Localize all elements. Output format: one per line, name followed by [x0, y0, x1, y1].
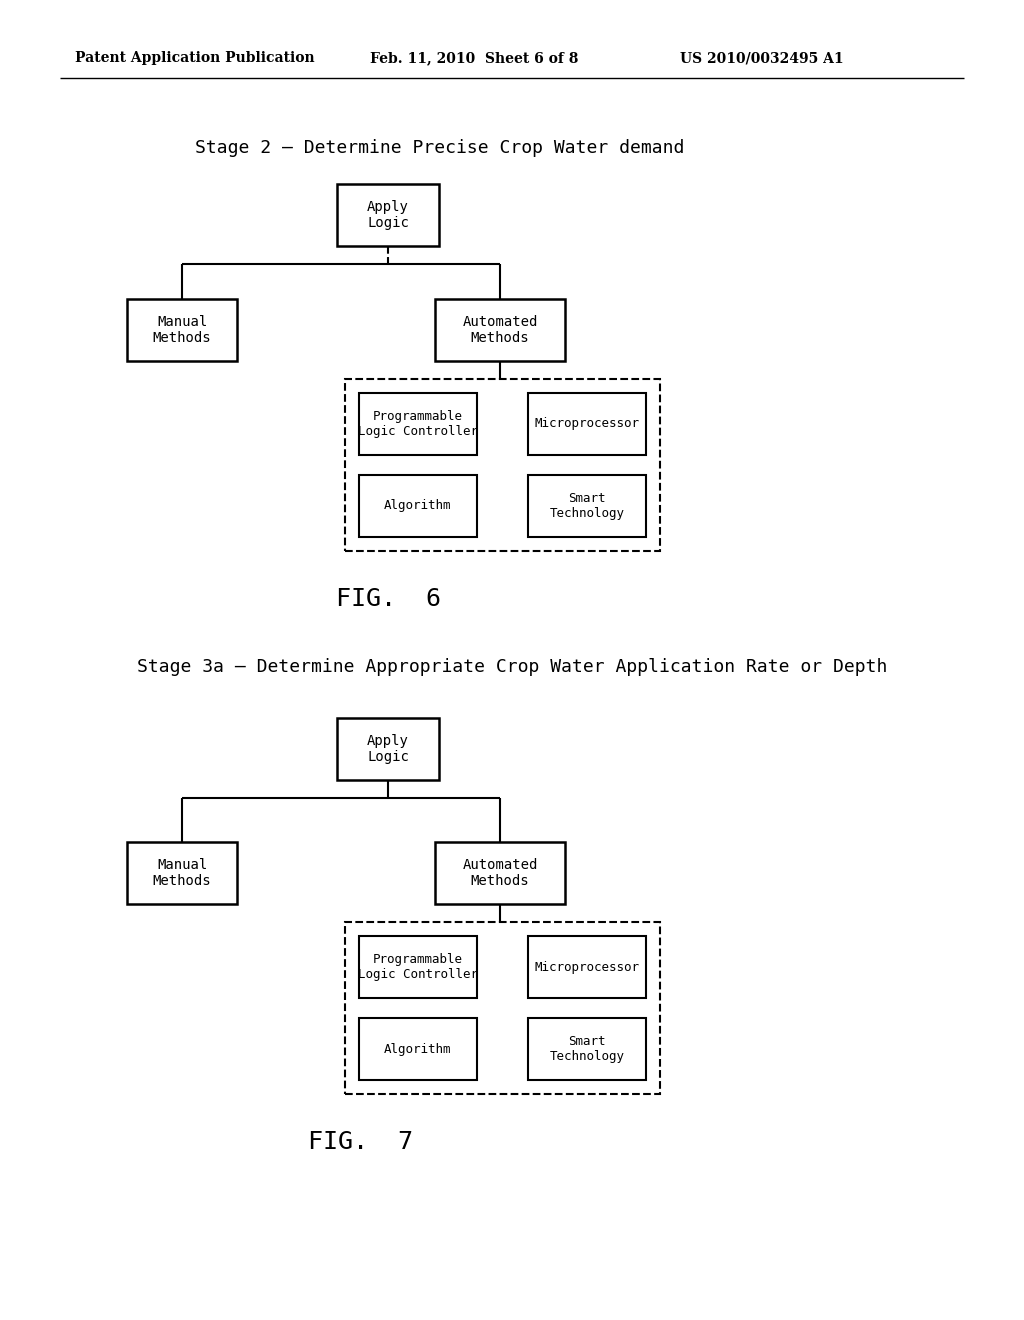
Text: Stage 3a – Determine Appropriate Crop Water Application Rate or Depth: Stage 3a – Determine Appropriate Crop Wa…	[137, 657, 887, 676]
FancyBboxPatch shape	[359, 475, 477, 537]
FancyBboxPatch shape	[127, 842, 237, 904]
FancyBboxPatch shape	[345, 921, 660, 1094]
FancyBboxPatch shape	[359, 1018, 477, 1080]
FancyBboxPatch shape	[435, 842, 565, 904]
Text: Microprocessor: Microprocessor	[535, 961, 640, 974]
Text: Apply
Logic: Apply Logic	[367, 734, 409, 764]
FancyBboxPatch shape	[528, 1018, 646, 1080]
FancyBboxPatch shape	[359, 393, 477, 455]
Text: Algorithm: Algorithm	[384, 499, 452, 512]
Text: Manual
Methods: Manual Methods	[153, 315, 211, 345]
Text: Smart
Technology: Smart Technology	[550, 1035, 625, 1063]
Text: Algorithm: Algorithm	[384, 1043, 452, 1056]
Text: FIG.  6: FIG. 6	[336, 587, 440, 611]
FancyBboxPatch shape	[345, 379, 660, 550]
Text: Automated
Methods: Automated Methods	[462, 315, 538, 345]
Text: Programmable
Logic Controller: Programmable Logic Controller	[358, 953, 478, 981]
Text: Feb. 11, 2010  Sheet 6 of 8: Feb. 11, 2010 Sheet 6 of 8	[370, 51, 579, 65]
FancyBboxPatch shape	[528, 393, 646, 455]
Text: FIG.  7: FIG. 7	[307, 1130, 413, 1154]
Text: Stage 2 – Determine Precise Crop Water demand: Stage 2 – Determine Precise Crop Water d…	[196, 139, 685, 157]
FancyBboxPatch shape	[127, 300, 237, 360]
FancyBboxPatch shape	[337, 718, 439, 780]
Text: US 2010/0032495 A1: US 2010/0032495 A1	[680, 51, 844, 65]
Text: Patent Application Publication: Patent Application Publication	[75, 51, 314, 65]
Text: Microprocessor: Microprocessor	[535, 417, 640, 430]
FancyBboxPatch shape	[337, 183, 439, 246]
Text: Programmable
Logic Controller: Programmable Logic Controller	[358, 411, 478, 438]
Text: Smart
Technology: Smart Technology	[550, 492, 625, 520]
Text: Manual
Methods: Manual Methods	[153, 858, 211, 888]
FancyBboxPatch shape	[528, 475, 646, 537]
Text: Apply
Logic: Apply Logic	[367, 199, 409, 230]
FancyBboxPatch shape	[435, 300, 565, 360]
FancyBboxPatch shape	[528, 936, 646, 998]
Text: Automated
Methods: Automated Methods	[462, 858, 538, 888]
FancyBboxPatch shape	[359, 936, 477, 998]
